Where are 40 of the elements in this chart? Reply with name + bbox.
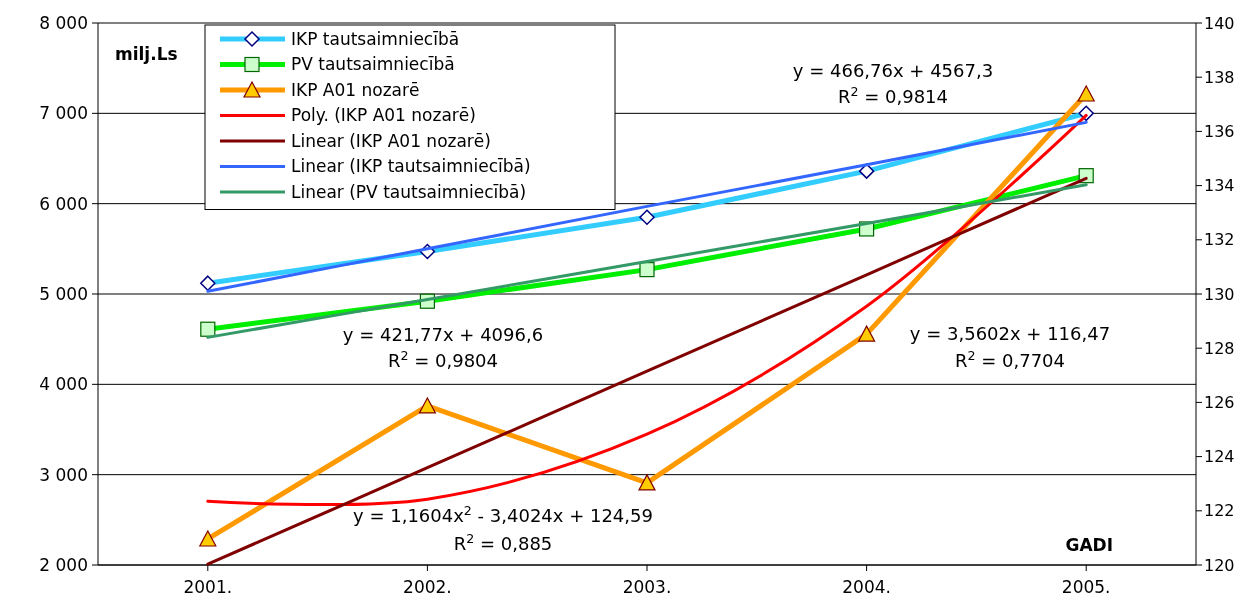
x-tick-label: 2002.: [403, 577, 452, 597]
x-axis-title: GADI: [1065, 535, 1113, 555]
legend-label: Linear (IKP tautsaimniecībā): [291, 156, 531, 177]
y-tick-label: 3 000: [39, 464, 88, 485]
annotation: y = 1,1604x$^{2}$ - 3,4024x + 124,59: [353, 502, 653, 526]
annotation: y = 3,5602x + 116,47: [909, 323, 1111, 344]
y-tick-label: 8 000: [39, 12, 88, 33]
y-tick-label: 7 000: [39, 103, 88, 124]
legend-label: PV tautsaimniecībā: [291, 54, 455, 75]
y-tick-label: 2 000: [39, 554, 88, 575]
annotation: y = 466,76x + 4567,3: [792, 60, 994, 81]
legend-label: Poly. (IKP A01 nozarē): [291, 105, 476, 126]
y2-tick-label: 136: [1204, 122, 1235, 141]
legend-label: IKP A01 nozarē: [291, 79, 420, 100]
y2-tick-label: 140: [1204, 13, 1235, 33]
x-tick-label: 2005.: [1061, 577, 1111, 597]
y2-tick-label: 130: [1204, 284, 1235, 304]
y-tick-label: 5 000: [39, 283, 88, 304]
y-tick-label: 4 000: [39, 374, 88, 395]
y2-tick-label: 132: [1204, 230, 1235, 250]
y2-tick-label: 126: [1204, 393, 1235, 412]
y2-tick-label: 122: [1204, 501, 1235, 521]
y-tick-label: 6 000: [39, 193, 88, 214]
y2-tick-label: 134: [1204, 176, 1235, 196]
y2-tick-label: 128: [1204, 338, 1235, 358]
y2-tick-label: 138: [1204, 67, 1235, 87]
y-axis-title: milj.Ls: [115, 44, 178, 64]
annotation: R$^{2}$ = 0,885: [453, 530, 553, 554]
legend-label: IKP tautsaimniecībā: [291, 28, 460, 49]
y2-tick-label: 124: [1204, 447, 1235, 467]
annotation: R$^{2}$ = 0,9804: [387, 347, 499, 371]
x-tick-label: 2004.: [842, 577, 891, 597]
annotation: y = 421,77x + 4096,6: [342, 324, 544, 345]
annotation: R$^{2}$ = 0,7704: [954, 347, 1066, 371]
legend-label: Linear (IKP A01 nozarē): [291, 130, 491, 151]
y2-tick-label: 120: [1204, 555, 1235, 575]
x-tick-label: 2001.: [183, 577, 233, 597]
annotation: R$^{2}$ = 0,9814: [837, 83, 949, 107]
x-tick-label: 2003.: [622, 577, 672, 597]
legend-label: Linear (PV tautsaimniecībā): [291, 181, 527, 202]
